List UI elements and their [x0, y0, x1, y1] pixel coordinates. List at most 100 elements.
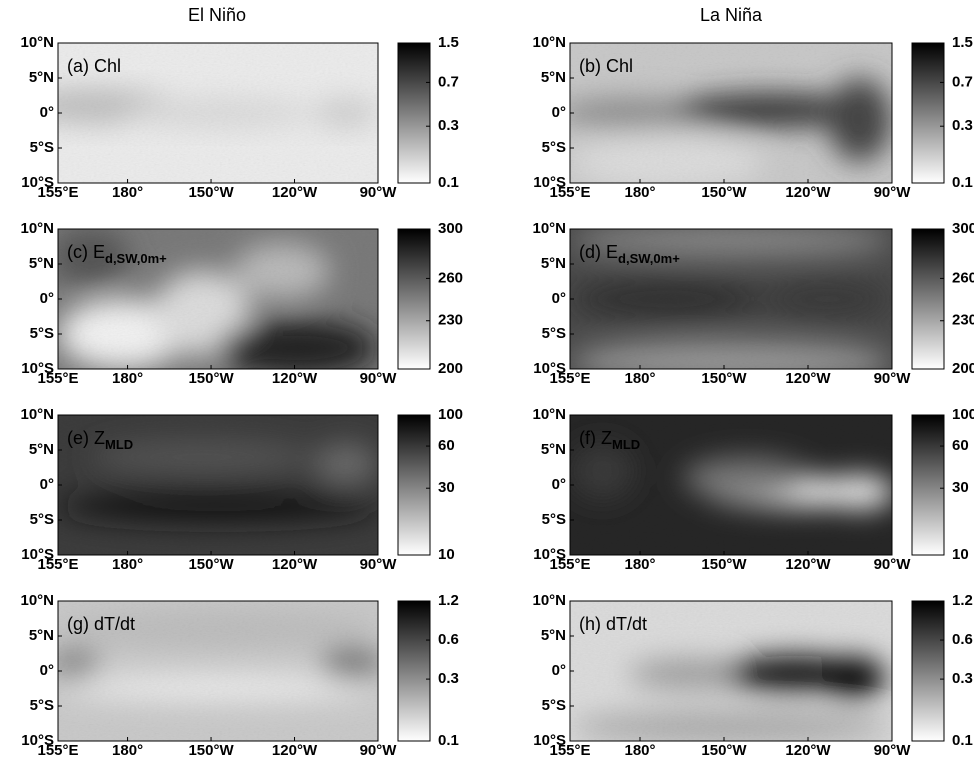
field-texture — [570, 229, 892, 369]
field-texture — [570, 601, 892, 741]
x-tick-label: 155°E — [37, 556, 78, 573]
y-tick-label: 0° — [552, 662, 566, 679]
colorbar — [397, 600, 431, 742]
colorbar-tick-label: 10 — [952, 546, 969, 563]
x-tick-label: 180° — [112, 370, 143, 387]
colorbar-tick-label: 0.3 — [952, 670, 973, 687]
field-image — [58, 229, 378, 369]
y-tick-label: 5°N — [29, 441, 54, 458]
x-tick-label: 120°W — [785, 370, 831, 387]
y-tick-label: 10°S — [533, 546, 566, 563]
x-tick-label: 155°E — [549, 556, 590, 573]
colorbar — [911, 600, 945, 742]
panel-label: (c) Ed,SW,0m+ — [67, 242, 167, 267]
x-tick-label: 150°W — [188, 556, 234, 573]
panel-label-text: (b) Chl — [579, 56, 633, 76]
x-tick-label: 180° — [112, 742, 143, 759]
x-tick-label: 120°W — [785, 184, 831, 201]
y-tick-label: 10°N — [20, 220, 54, 237]
x-tick-label: 155°E — [549, 742, 590, 759]
field-image — [570, 601, 892, 741]
x-tick-label: 150°W — [188, 184, 234, 201]
x-tick-label: 90°W — [360, 370, 398, 387]
y-tick-label: 10°N — [20, 34, 54, 51]
x-tick-label: 90°W — [874, 370, 912, 387]
colorbar — [911, 414, 945, 556]
field-image — [58, 43, 378, 183]
colorbar-tick-label: 260 — [438, 269, 463, 286]
y-tick-label: 10°N — [20, 406, 54, 423]
panel-label-subscript: d,SW,0m+ — [105, 251, 167, 266]
x-tick-label: 120°W — [272, 556, 318, 573]
colorbar-tick-label: 60 — [438, 437, 455, 454]
y-tick-label: 10°S — [21, 174, 54, 191]
panel-label-text: (e) Z — [67, 428, 105, 448]
y-tick-label: 10°N — [532, 34, 566, 51]
y-tick-label: 0° — [40, 476, 54, 493]
field-image — [570, 415, 892, 555]
field-texture — [58, 43, 378, 183]
colorbar-tick-label: 0.1 — [438, 732, 459, 749]
x-tick-label: 120°W — [785, 742, 831, 759]
y-tick-label: 10°N — [20, 592, 54, 609]
colorbar-tick-label: 0.1 — [952, 732, 973, 749]
y-tick-label: 5°N — [29, 69, 54, 86]
colorbar — [397, 414, 431, 556]
x-tick-label: 180° — [624, 742, 655, 759]
y-tick-label: 5°N — [541, 255, 566, 272]
x-tick-label: 120°W — [272, 370, 318, 387]
field-texture — [58, 601, 378, 741]
colorbar — [911, 228, 945, 370]
x-tick-label: 150°W — [188, 742, 234, 759]
panel: 155°E 180° 150°W 120°W 90°W 10°N 5°N 0° 5°S 10°S (… — [20, 592, 458, 759]
y-tick-label: 10°S — [533, 174, 566, 191]
colorbar — [911, 42, 945, 184]
colorbar-tick-label: 0.3 — [438, 117, 459, 134]
panel-label: (e) ZMLD — [67, 428, 133, 453]
colorbar-tick-label: 1.2 — [952, 592, 973, 609]
y-tick-label: 5°N — [541, 69, 566, 86]
panel: 155°E 180° 150°W 120°W 90°W 10°N 5°N 0° 5°S 10°S (… — [20, 406, 463, 573]
y-tick-label: 10°S — [21, 360, 54, 377]
x-tick-label: 150°W — [701, 184, 747, 201]
x-tick-label: 155°E — [549, 370, 590, 387]
colorbar-tick-label: 60 — [952, 437, 969, 454]
x-tick-label: 120°W — [785, 556, 831, 573]
panel-label-subscript: MLD — [105, 437, 133, 452]
colorbar-tick-label: 0.1 — [438, 174, 459, 191]
colorbar-tick-label: 100 — [438, 406, 463, 423]
y-tick-label: 5°S — [30, 511, 54, 528]
y-tick-label: 10°N — [532, 220, 566, 237]
y-tick-label: 10°S — [21, 732, 54, 749]
panel-label-subscript: d,SW,0m+ — [618, 251, 680, 266]
y-tick-label: 0° — [40, 290, 54, 307]
panel-label-subscript: MLD — [612, 437, 640, 452]
colorbar-tick-label: 200 — [438, 360, 463, 377]
colorbar-tick-label: 230 — [952, 312, 974, 329]
colorbar-tick-label: 100 — [952, 406, 974, 423]
colorbar-tick-label: 1.5 — [952, 34, 973, 51]
y-tick-label: 5°S — [542, 325, 566, 342]
panel-label: (b) Chl — [579, 56, 633, 76]
x-tick-label: 150°W — [701, 742, 747, 759]
x-tick-label: 120°W — [272, 742, 318, 759]
field-texture — [58, 229, 378, 369]
x-tick-label: 150°W — [701, 370, 747, 387]
panel: 155°E 180° 150°W 120°W 90°W 10°N 5°N 0° 5°S 10°S (… — [532, 34, 972, 201]
colorbar-tick-label: 260 — [952, 269, 974, 286]
colorbar-tick-label: 0.3 — [952, 117, 973, 134]
column-title: La Niña — [700, 5, 763, 25]
x-tick-label: 180° — [624, 556, 655, 573]
y-tick-label: 5°N — [29, 255, 54, 272]
field-image — [570, 43, 892, 183]
panel-label: (g) dT/dt — [67, 614, 135, 634]
panel: 155°E 180° 150°W 120°W 90°W 10°N 5°N 0° 5°S 10°S (… — [532, 592, 972, 759]
colorbar — [397, 42, 431, 184]
colorbar-tick-label: 0.7 — [438, 73, 459, 90]
y-tick-label: 0° — [552, 104, 566, 121]
panel: 155°E 180° 150°W 120°W 90°W 10°N 5°N 0° 5°S 10°S (… — [532, 406, 974, 573]
colorbar-tick-label: 0.7 — [952, 73, 973, 90]
colorbar-tick-label: 0.6 — [438, 631, 459, 648]
panel: 155°E 180° 150°W 120°W 90°W 10°N 5°N 0° 5°S 10°S (… — [532, 220, 974, 387]
colorbar-tick-label: 0.6 — [952, 631, 973, 648]
